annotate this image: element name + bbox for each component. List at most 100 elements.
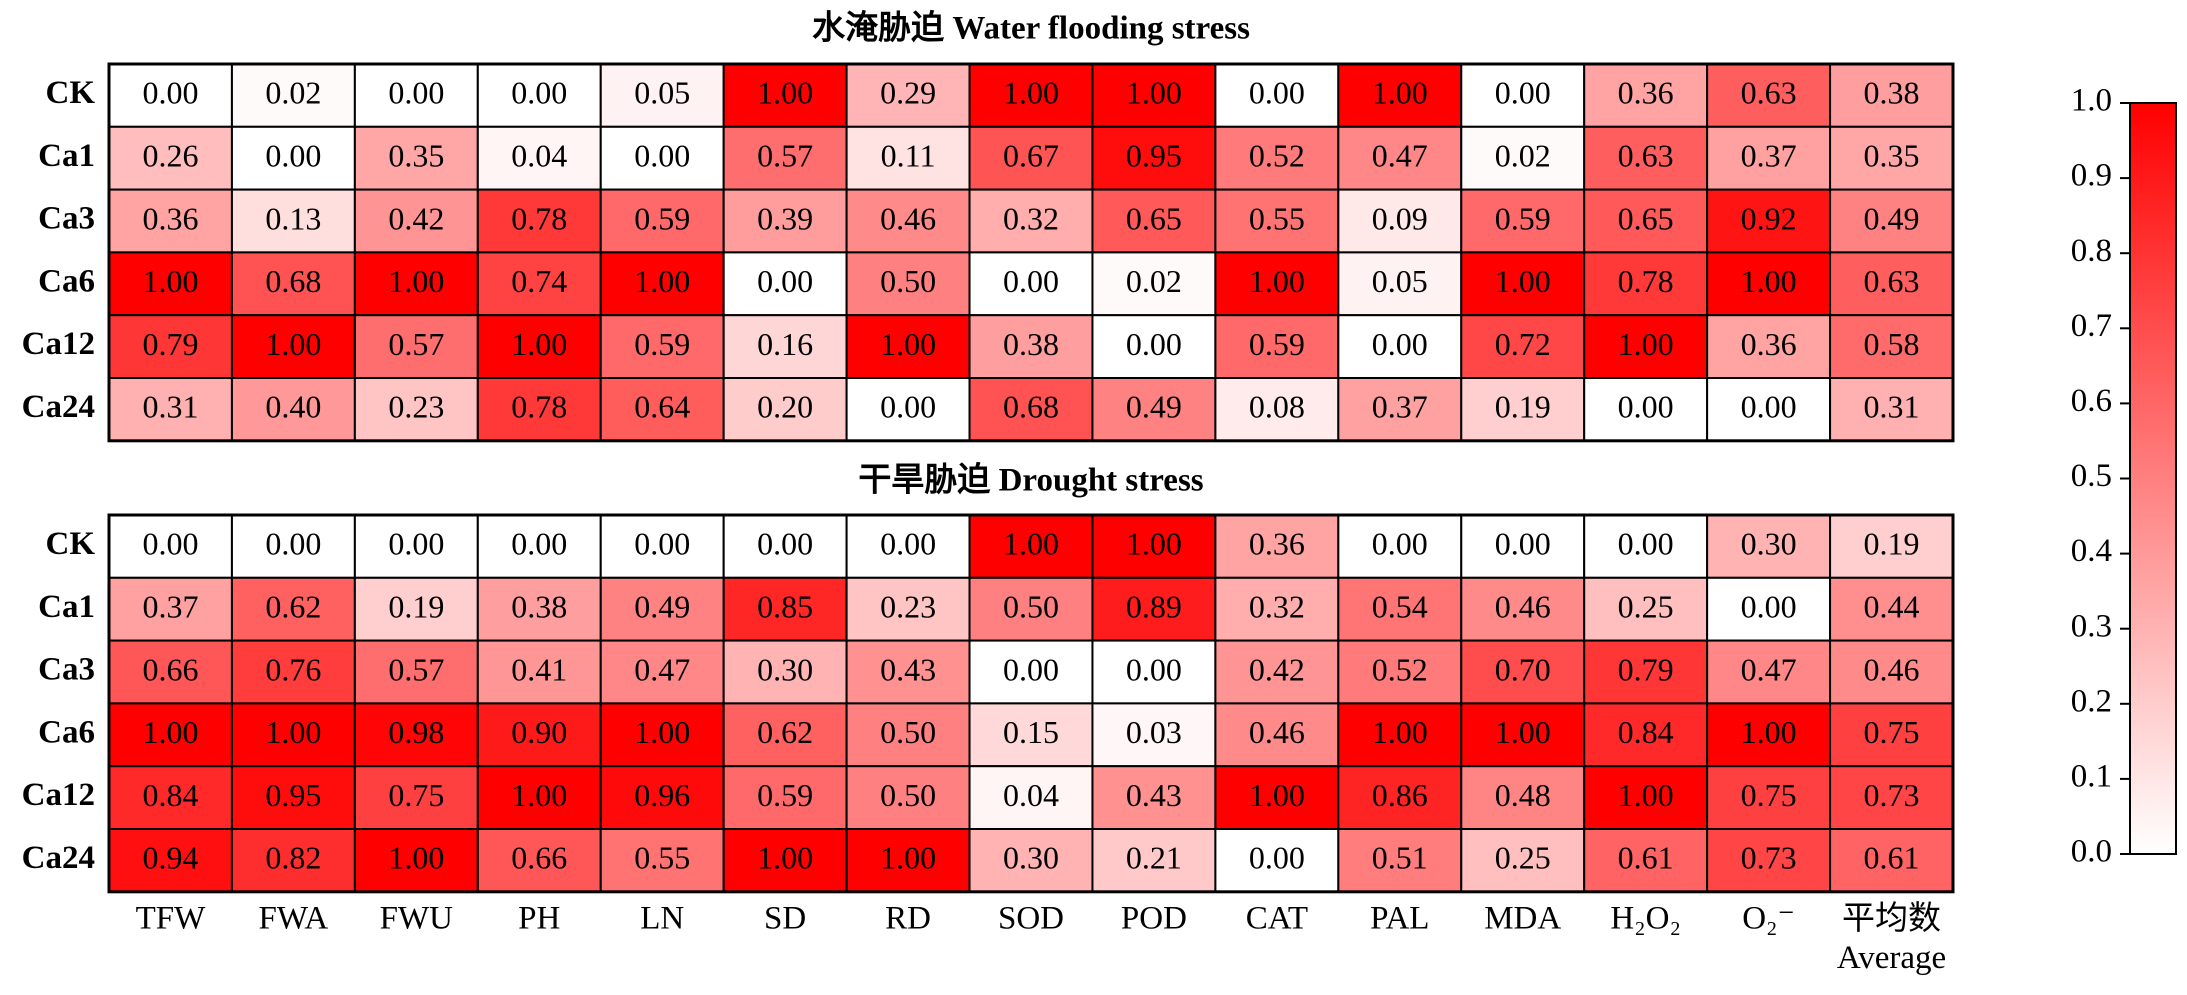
cell-label: 0.79 xyxy=(142,326,198,362)
cell-label: 0.72 xyxy=(1495,326,1551,362)
cell-label: 0.67 xyxy=(1003,138,1059,174)
heat-cell xyxy=(1583,576,1709,642)
column-label: O₂⁻ xyxy=(1742,901,1795,937)
colorbar-tick-label: 0.0 xyxy=(2071,834,2112,870)
heat-cell xyxy=(722,125,848,191)
heat-cell xyxy=(476,639,602,705)
heat-cell xyxy=(845,314,971,380)
heat-cell xyxy=(1091,828,1217,893)
cell-label: 0.63 xyxy=(1618,138,1674,174)
cell-label: 0.30 xyxy=(1741,526,1797,562)
cell-label: 0.54 xyxy=(1372,589,1428,625)
cell-label: 0.23 xyxy=(880,589,936,625)
cell-label: 0.00 xyxy=(265,526,321,562)
heat-cell xyxy=(230,63,356,128)
heat-cell xyxy=(1214,514,1340,579)
cell-label: 1.00 xyxy=(1741,714,1797,750)
cell-label: 0.50 xyxy=(880,714,936,750)
heat-cell xyxy=(1583,765,1709,831)
cell-label: 0.57 xyxy=(388,651,444,687)
heat-cell xyxy=(1214,314,1340,380)
cell-label: 0.51 xyxy=(1372,840,1428,876)
cell-label: 0.47 xyxy=(634,651,690,687)
heat-cell xyxy=(845,188,971,254)
heat-cell xyxy=(1091,314,1217,380)
heat-cell xyxy=(599,251,725,317)
cell-label: 0.98 xyxy=(388,714,444,750)
column-label: SOD xyxy=(998,901,1064,937)
cell-label: 0.36 xyxy=(142,200,198,236)
cell-label: 1.00 xyxy=(142,714,198,750)
panel-frame xyxy=(107,513,1955,894)
heat-cell xyxy=(722,188,848,254)
cell-label: 0.61 xyxy=(1864,840,1920,876)
cell-label: 0.00 xyxy=(880,526,936,562)
heat-cell xyxy=(845,765,971,831)
row-label: CK xyxy=(46,75,96,111)
cell-label: 0.00 xyxy=(880,389,936,425)
heat-cell xyxy=(353,702,479,768)
cell-label: 0.70 xyxy=(1495,651,1551,687)
cell-label: 0.50 xyxy=(880,777,936,813)
column-label: PH xyxy=(518,901,560,937)
heat-cell xyxy=(722,576,848,642)
cell-label: 0.19 xyxy=(388,589,444,625)
cell-label: 1.00 xyxy=(634,263,690,299)
heat-cell xyxy=(353,514,479,579)
cell-label: 0.00 xyxy=(1372,326,1428,362)
row-label: Ca3 xyxy=(38,652,95,688)
cell-label: 0.48 xyxy=(1495,777,1551,813)
column-label: PAL xyxy=(1370,901,1429,937)
heat-cell xyxy=(353,765,479,831)
heat-cell xyxy=(1214,765,1340,831)
cell-label: 0.76 xyxy=(265,651,321,687)
heat-cell xyxy=(1706,314,1832,380)
heat-cell xyxy=(353,251,479,317)
heat-cell xyxy=(968,251,1094,317)
cell-label: 0.35 xyxy=(388,138,444,174)
cell-label: 0.42 xyxy=(388,200,444,236)
cell-label: 0.36 xyxy=(1618,75,1674,111)
heat-cell xyxy=(845,125,971,191)
cell-label: 0.00 xyxy=(757,526,813,562)
heat-cell xyxy=(1706,828,1832,893)
cell-label: 0.59 xyxy=(634,200,690,236)
heat-cell xyxy=(476,828,602,893)
colorbar-tick-label: 0.2 xyxy=(2071,683,2112,719)
cell-label: 0.30 xyxy=(757,651,813,687)
cell-label: 0.00 xyxy=(265,138,321,174)
heat-cell xyxy=(1337,251,1463,317)
heat-cell xyxy=(599,765,725,831)
cell-label: 0.84 xyxy=(142,777,198,813)
cell-label: 0.52 xyxy=(1249,138,1305,174)
cell-label: 0.02 xyxy=(1495,138,1551,174)
cell-label: 0.37 xyxy=(1372,389,1428,425)
heat-cell xyxy=(968,125,1094,191)
heat-cell xyxy=(1706,765,1832,831)
row-label: Ca6 xyxy=(38,714,95,750)
cell-label: 0.00 xyxy=(1249,840,1305,876)
heat-cell xyxy=(108,188,233,254)
heat-cell xyxy=(1460,377,1586,442)
heat-cell xyxy=(845,639,971,705)
heat-cell xyxy=(722,765,848,831)
cell-label: 1.00 xyxy=(1618,777,1674,813)
cell-label: 1.00 xyxy=(1249,263,1305,299)
heat-cell xyxy=(353,639,479,705)
heat-cell xyxy=(1214,251,1340,317)
colorbar-tick-label: 0.6 xyxy=(2071,383,2112,419)
cell-label: 1.00 xyxy=(511,777,567,813)
heat-cell xyxy=(1460,314,1586,380)
colorbar-tick-label: 0.9 xyxy=(2071,158,2112,194)
heat-cell xyxy=(968,702,1094,768)
cell-label: 1.00 xyxy=(265,714,321,750)
heat-cell xyxy=(845,514,971,579)
cell-label: 1.00 xyxy=(1126,75,1182,111)
cell-label: 0.66 xyxy=(511,840,567,876)
cell-label: 0.39 xyxy=(757,200,813,236)
heat-cell xyxy=(1091,576,1217,642)
cell-label: 0.00 xyxy=(388,526,444,562)
cell-label: 0.08 xyxy=(1249,389,1305,425)
column-label: 平均数 Average xyxy=(1837,900,1946,976)
